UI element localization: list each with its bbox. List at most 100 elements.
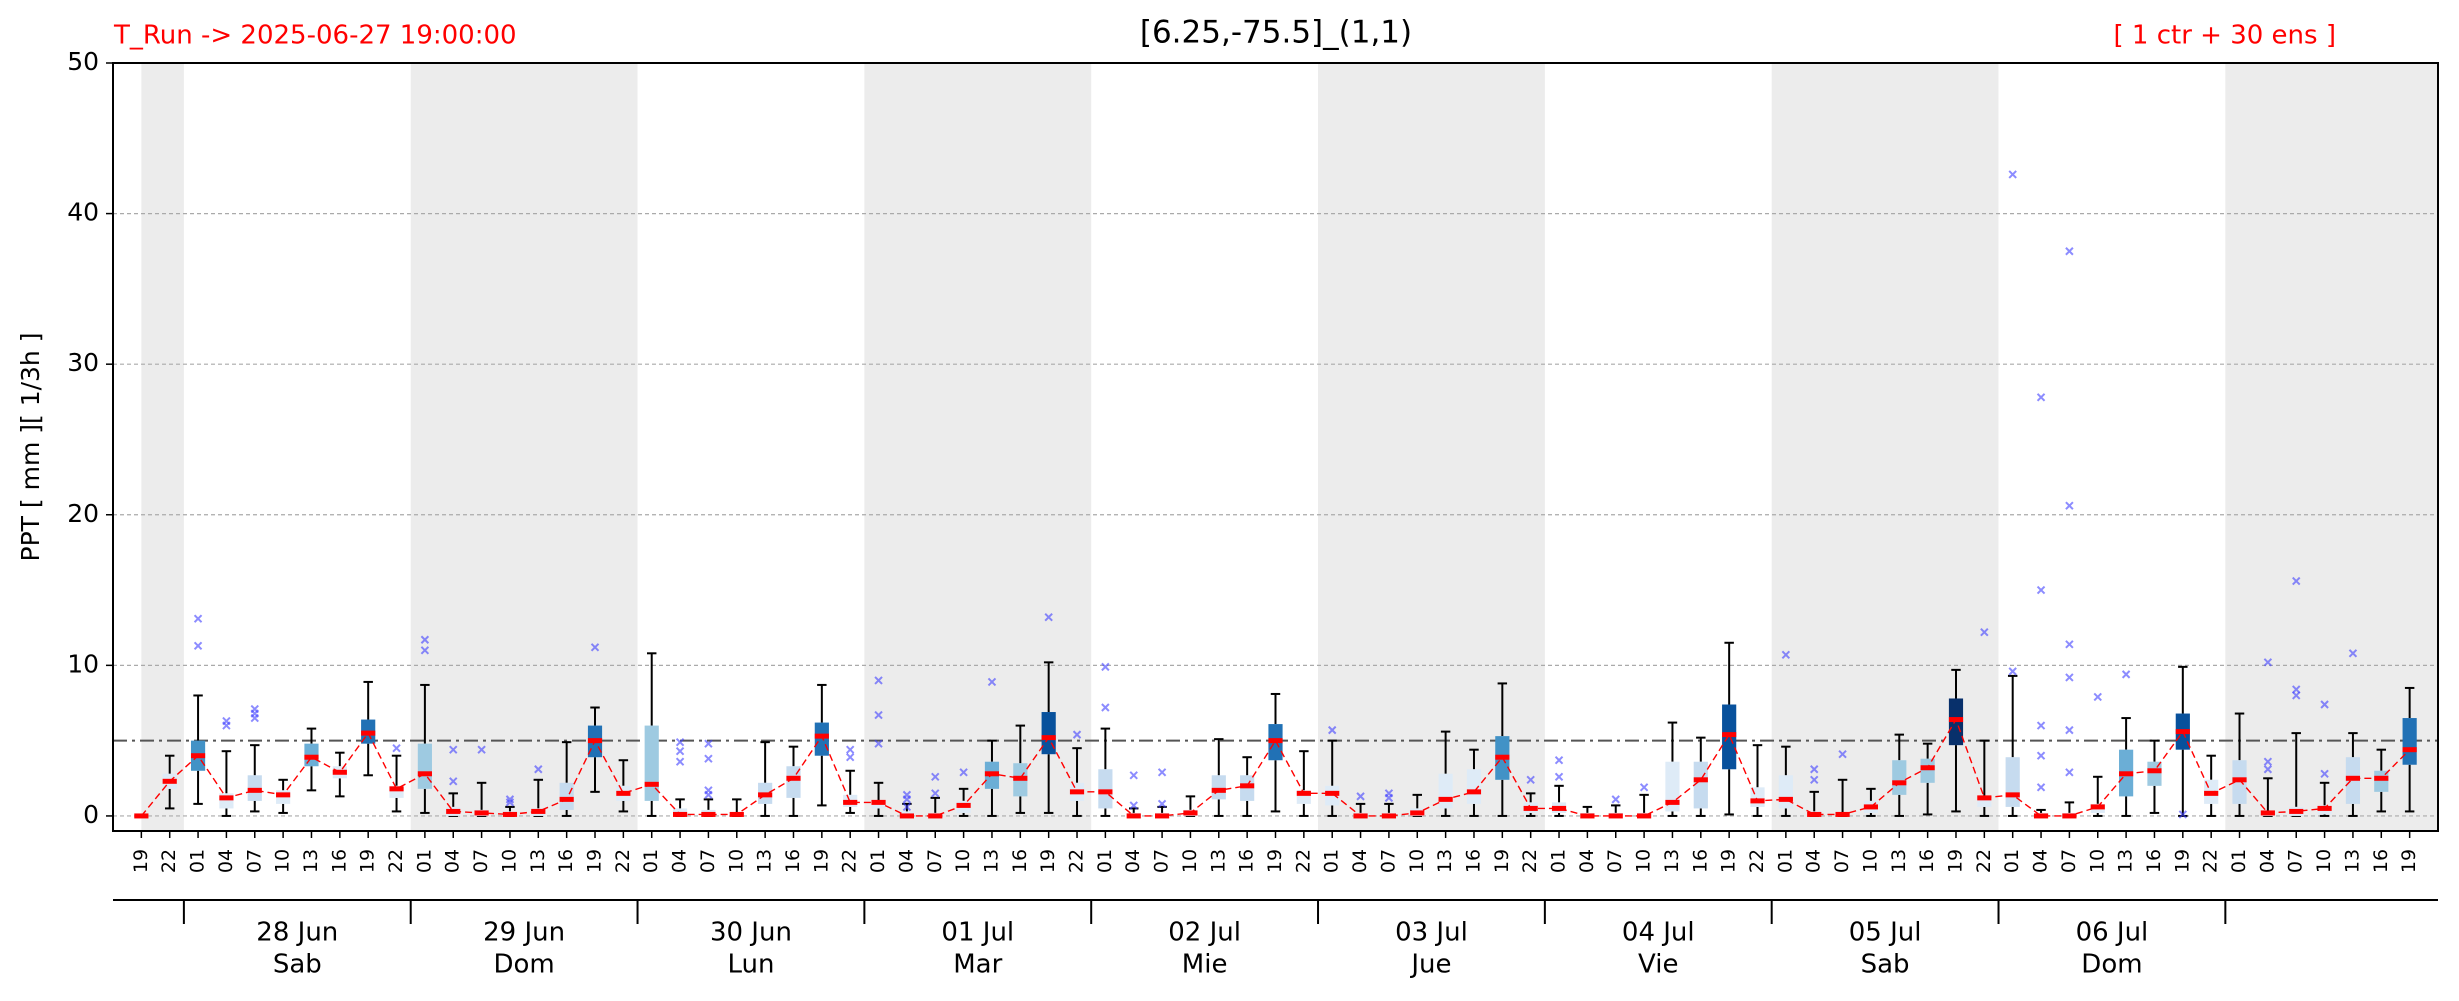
- flier: [1101, 703, 1110, 712]
- weekday-label: Vie: [1638, 950, 1678, 980]
- x-tick-label: 19: [1264, 849, 1286, 873]
- x-tick-label: 07: [470, 849, 492, 873]
- flier: [2121, 670, 2131, 679]
- x-tick-label: 19: [2398, 849, 2420, 873]
- x-tick-label: 19: [130, 849, 152, 873]
- x-tick-label: 07: [1151, 849, 1173, 873]
- x-tick-label: 16: [1689, 849, 1711, 873]
- x-tick-label: 16: [1236, 849, 1258, 873]
- box: [1920, 758, 1935, 783]
- flier: [902, 790, 912, 800]
- flier: [1611, 795, 1620, 804]
- x-tick-label: 22: [385, 849, 407, 873]
- box: [814, 722, 829, 756]
- x-tick-label: 04: [442, 849, 464, 873]
- flier: [449, 745, 458, 754]
- flier: [1810, 765, 1819, 774]
- x-tick-label: 22: [1066, 849, 1088, 873]
- box: [417, 743, 432, 789]
- x-tick-label: 10: [2086, 849, 2108, 873]
- flier: [193, 641, 203, 650]
- flier: [449, 777, 458, 786]
- x-tick-label: 19: [1037, 849, 1059, 873]
- y-tick-label: 50: [67, 47, 99, 76]
- flier: [2065, 501, 2074, 510]
- flier: [2036, 783, 2046, 792]
- flier: [1384, 789, 1394, 798]
- flier: [420, 646, 430, 655]
- ensemble-label: [ 1 ctr + 30 ens ]: [2114, 21, 2337, 51]
- box: [1438, 773, 1453, 809]
- flier: [477, 745, 486, 754]
- flier: [1781, 650, 1791, 660]
- flier: [2320, 769, 2329, 778]
- flier: [222, 716, 231, 726]
- day-label: 03 Jul: [1395, 918, 1468, 948]
- flier: [2065, 247, 2074, 256]
- day-label: 02 Jul: [1168, 918, 1241, 948]
- x-tick-label: 22: [839, 849, 861, 873]
- x-tick-label: 22: [158, 849, 180, 873]
- flier: [534, 765, 543, 774]
- flier: [1526, 775, 1535, 785]
- x-tick-label: 01: [1094, 849, 1116, 873]
- x-tick-label: 01: [1548, 849, 1570, 873]
- box: [2147, 761, 2162, 786]
- chart-title: [6.25,-75.5]_(1,1): [1140, 15, 1412, 51]
- flier: [2292, 576, 2301, 586]
- x-tick-label: 22: [1746, 849, 1768, 873]
- x-tick-label: 10: [1406, 849, 1428, 873]
- weekday-label: Sab: [273, 950, 322, 980]
- flier: [1554, 756, 1564, 765]
- day-label: 01 Jul: [941, 918, 1014, 948]
- x-tick-label: 10: [1633, 849, 1655, 873]
- box: [1892, 760, 1907, 795]
- box: [559, 782, 574, 810]
- flier: [931, 772, 940, 781]
- flier: [2065, 725, 2074, 735]
- flier: [2036, 751, 2046, 760]
- weekday-label: Mie: [1182, 950, 1228, 980]
- y-tick-label: 20: [67, 499, 99, 528]
- x-tick-label: 04: [895, 849, 917, 873]
- flier: [704, 786, 713, 795]
- x-tick-label: 07: [2285, 849, 2307, 873]
- x-tick-label: 19: [810, 849, 832, 873]
- y-tick-label: 40: [67, 198, 99, 227]
- flier: [2348, 649, 2358, 658]
- x-tick-label: 22: [1973, 849, 1995, 873]
- x-tick-label: 22: [2200, 849, 2222, 873]
- flier: [1129, 801, 1138, 810]
- x-tick-label: 01: [1321, 849, 1343, 873]
- flier: [193, 614, 203, 623]
- x-tick-label: 07: [243, 849, 265, 873]
- x-tick-label: 16: [1916, 849, 1938, 873]
- flier: [987, 677, 997, 687]
- box: [1778, 775, 1793, 809]
- flier: [845, 753, 855, 762]
- flier: [505, 795, 515, 804]
- flier: [2263, 658, 2273, 667]
- flier: [250, 704, 259, 714]
- flier: [2178, 810, 2188, 819]
- night-shade: [864, 63, 1092, 831]
- x-tick-label: 10: [725, 849, 747, 873]
- flier: [1157, 768, 1167, 777]
- flier: [931, 789, 940, 798]
- box: [2005, 757, 2020, 807]
- x-tick-label: 04: [215, 849, 237, 873]
- flier: [1157, 799, 1167, 809]
- flier: [675, 737, 685, 747]
- x-tick-label: 04: [669, 849, 691, 873]
- flier: [1328, 725, 1337, 735]
- day-label: 06 Jul: [2076, 918, 2149, 948]
- x-tick-label: 10: [1179, 849, 1201, 873]
- x-tick-label: 13: [1207, 849, 1229, 873]
- flier: [874, 710, 883, 720]
- night-shade: [410, 63, 638, 831]
- weekday-label: Dom: [493, 950, 554, 980]
- flier: [505, 798, 515, 807]
- flier: [704, 754, 713, 763]
- y-tick-label: 10: [67, 649, 99, 678]
